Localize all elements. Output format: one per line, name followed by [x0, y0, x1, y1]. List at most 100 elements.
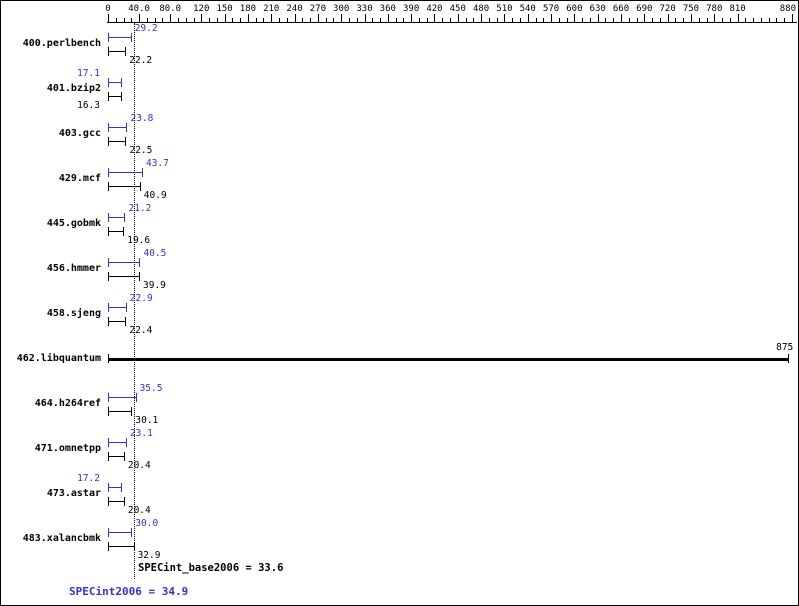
x-axis-major-tick: [170, 14, 172, 22]
base-value-label: 20.4: [127, 505, 151, 516]
x-axis-minor-tick: [162, 18, 164, 22]
peak-bar-endcap: [125, 303, 127, 312]
base-bar-startcap: [108, 92, 109, 101]
x-axis-tick-label: 720: [659, 4, 676, 14]
base-bar: [108, 231, 124, 232]
peak-bar: [108, 532, 132, 533]
peak-bar: [108, 487, 122, 488]
x-axis-minor-tick: [675, 18, 677, 22]
base-bar-startcap: [108, 407, 109, 416]
peak-value-label: 30.0: [135, 518, 159, 529]
x-axis-minor-tick: [185, 18, 187, 22]
x-axis-major-tick: [139, 14, 141, 22]
peak-bar: [108, 442, 126, 443]
peak-bar: [108, 82, 122, 83]
x-axis-major-tick: [621, 14, 622, 22]
peak-bar-endcap: [135, 393, 137, 402]
peak-bar-startcap: [108, 303, 109, 312]
x-axis-minor-tick: [131, 18, 133, 22]
x-axis-major-tick: [574, 14, 576, 22]
peak-value-label: 17.1: [77, 68, 100, 79]
benchmark-name: 462.libquantum: [16, 353, 101, 364]
x-axis-tick-label: 600: [566, 4, 583, 14]
peak-bar: [108, 37, 131, 38]
x-axis-minor-tick: [613, 18, 615, 22]
peak-bar-startcap: [108, 33, 109, 42]
x-axis-minor-tick: [154, 18, 156, 22]
x-axis-major-tick: [690, 14, 692, 22]
base-value-label: 32.9: [137, 550, 161, 561]
base-bar: [108, 546, 134, 547]
x-axis-major-tick: [481, 14, 483, 22]
x-axis-minor-tick: [302, 18, 304, 22]
x-axis-minor-tick: [310, 18, 312, 22]
peak-bar: [108, 172, 142, 173]
x-axis-major-tick: [504, 14, 506, 22]
x-axis-major-tick: [224, 14, 226, 22]
x-axis-minor-tick: [465, 18, 467, 22]
x-axis-minor-tick: [240, 18, 242, 22]
x-axis-minor-tick: [729, 18, 731, 22]
specint-base2006-summary: SPECint_base2006 = 33.6: [138, 562, 284, 574]
x-axis-tick-label: 270: [309, 4, 326, 14]
x-axis-minor-tick: [146, 18, 148, 22]
base-bar: [108, 456, 124, 457]
peak-bar-endcap: [126, 123, 128, 132]
x-axis-tick-label: 300: [333, 4, 350, 14]
x-axis-major-tick: [294, 14, 296, 22]
x-axis-minor-tick: [659, 18, 661, 22]
x-axis-minor-tick: [193, 18, 195, 22]
x-axis-tick-label: 420: [426, 4, 443, 14]
base-bar-endcap: [133, 542, 135, 551]
x-axis-minor-tick: [683, 18, 685, 22]
combined-bar-endcap: [788, 354, 790, 363]
x-axis-minor-tick: [582, 18, 584, 22]
x-axis-major-tick: [108, 14, 109, 22]
x-axis-tick-label: 390: [402, 4, 420, 14]
base-value-label: 19.6: [127, 235, 151, 246]
base-bar: [108, 321, 126, 322]
x-axis-major-tick: [737, 14, 739, 22]
x-axis-minor-tick: [776, 18, 778, 22]
base-value-label: 30.1: [135, 415, 159, 426]
x-axis-tick-label: 80.0: [159, 4, 182, 14]
base-bar-endcap: [139, 182, 141, 191]
x-axis-minor-tick: [473, 18, 475, 22]
x-axis-minor-tick: [706, 18, 708, 22]
x-axis-minor-tick: [286, 18, 288, 22]
x-axis-minor-tick: [403, 18, 405, 22]
x-axis-minor-tick: [395, 18, 397, 22]
x-axis-minor-tick: [380, 18, 382, 22]
peak-bar-startcap: [108, 438, 109, 447]
x-axis-minor-tick: [426, 18, 428, 22]
x-axis-tick-label: 360: [379, 4, 396, 14]
x-axis-minor-tick: [232, 18, 234, 22]
base-value-label: 16.3: [77, 100, 100, 111]
x-axis-tick-label: 510: [496, 4, 513, 14]
x-axis-minor-tick: [768, 18, 770, 22]
x-axis-minor-tick: [123, 18, 125, 22]
x-axis-minor-tick: [263, 18, 265, 22]
base-bar-startcap: [108, 497, 109, 506]
x-axis-major-tick: [201, 14, 203, 22]
x-axis-major-tick: [317, 14, 319, 22]
x-axis-minor-tick: [589, 18, 591, 22]
x-axis-minor-tick: [209, 18, 211, 22]
benchmark-name: 456.hmmer: [46, 263, 101, 274]
x-axis-major-tick: [341, 14, 343, 22]
x-axis-minor-tick: [722, 18, 724, 22]
peak-bar-startcap: [108, 78, 109, 87]
peak-value-label: 17.2: [77, 473, 100, 484]
peak-value-label: 21.2: [128, 203, 152, 214]
combined-bar: [108, 358, 789, 361]
benchmark-name: 458.sjeng: [46, 308, 101, 319]
peak-bar-startcap: [108, 258, 109, 267]
x-axis-tick-label: 210: [263, 4, 280, 14]
x-axis-minor-tick: [760, 18, 762, 22]
peak-bar: [108, 307, 126, 308]
x-axis-minor-tick: [745, 18, 747, 22]
x-axis-minor-tick: [216, 18, 218, 22]
x-axis-major-tick: [247, 14, 249, 22]
base-value-label: 22.2: [129, 55, 153, 66]
peak-bar-startcap: [108, 393, 109, 402]
